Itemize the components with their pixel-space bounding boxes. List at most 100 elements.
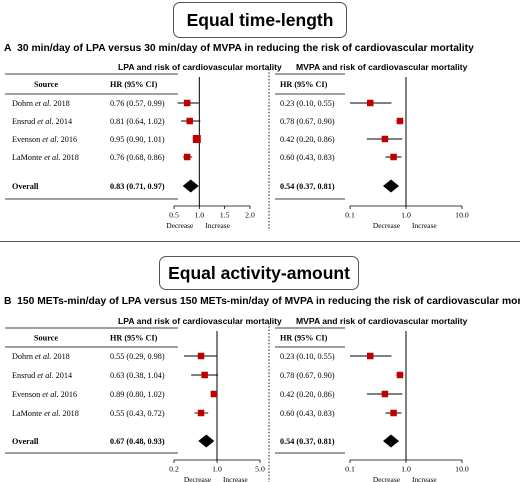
study-name-part: et al. [37,371,53,380]
lpa-hr-marker [197,352,205,360]
mvpa-tick-label: 1.0 [401,211,411,220]
panel-a-title-text: 30 min/day of LPA versus 30 min/day of M… [17,43,474,54]
mvpa-decrease-label: Decrease [373,475,401,482]
panel-b-lpa-title: LPA and risk of cardiovascular mortality [118,316,282,326]
study-name-part: et al. [44,153,60,162]
mvpa-hr-text: 0.78 (0.67, 0.90) [280,371,335,380]
overall-label: Overall [12,182,39,191]
overall-label: Overall [12,437,39,446]
study-name-part: Ensrud [12,117,37,126]
mvpa-hr-text: 0.42 (0.20, 0.86) [280,135,335,144]
lpa-hr-marker [186,117,193,125]
panel-b-label: B [4,296,12,307]
mvpa-overall-diamond [383,179,400,193]
study-name-part: 2014 [54,371,72,380]
lpa-hr-marker [192,135,201,143]
lpa-hr-text: 0.95 (0.90, 1.01) [110,135,165,144]
lpa-tick-label: 2.0 [245,211,255,220]
mvpa-hr-marker [381,135,389,143]
study-name-part: et al. [44,409,60,418]
study-name-part: 2018 [51,99,69,108]
lpa-hr-marker [183,99,191,107]
mvpa-hr-text: 0.60 (0.43, 0.83) [280,409,335,418]
lpa-hr-text: 0.81 (0.64, 1.02) [110,117,165,126]
study-name: Dohrn et al. 2018 [12,99,70,108]
lpa-decrease-label: Decrease [166,221,194,230]
panel-a-forest-plot: Source HR (95% CI) HR (95% CI) Dohrn et al.… [5,69,469,231]
study-name-part: 2018 [60,409,78,418]
lpa-overall-text: 0.67 (0.48, 0.93) [110,437,165,446]
lpa-hr-marker [210,390,218,398]
panel-a-label: A [4,43,12,54]
study-name: Ensrud et al. 2014 [12,117,72,126]
lpa-increase-label: Increase [205,221,230,230]
study-name-part: 2016 [59,390,77,399]
study-name: Evenson et al. 2016 [12,390,77,399]
lpa-tick-label: 1.0 [212,465,222,474]
mvpa-hr-text: 0.23 (0.10, 0.55) [280,352,335,361]
mvpa-hr-marker [396,371,404,379]
section-title-a: Equal time-length [173,2,347,38]
study-name: Evenson et al. 2016 [12,135,77,144]
study-name: LaMonte et al. 2018 [12,153,79,162]
study-name-part: LaMonte [12,409,44,418]
study-name-part: et al. [37,117,53,126]
hr-header: HR (95% CI) [280,80,328,89]
mvpa-tick-label: 10.0 [455,465,469,474]
source-header: Source [34,80,58,89]
study-name-part: 2018 [51,352,69,361]
mvpa-hr-text: 0.60 (0.43, 0.83) [280,153,335,162]
hr-header: HR (95% CI) [110,80,158,89]
study-name-part: 2018 [60,153,78,162]
mvpa-overall-text: 0.54 (0.37, 0.81) [280,437,335,446]
mvpa-hr-text: 0.42 (0.20, 0.86) [280,390,335,399]
study-name-part: Dohrn [12,99,35,108]
mvpa-decrease-label: Decrease [373,221,401,230]
mvpa-hr-marker [396,117,404,125]
mvpa-increase-label: Increase [412,221,437,230]
lpa-overall-diamond [182,179,199,193]
lpa-hr-text: 0.55 (0.43, 0.72) [110,409,165,418]
hr-header: HR (95% CI) [110,334,158,343]
study-name: Dohrn et al. 2018 [12,352,70,361]
lpa-hr-text: 0.76 (0.68, 0.86) [110,153,165,162]
section-divider [0,241,520,242]
panel-b-title: B 150 METs-min/day of LPA versus 150 MET… [4,296,520,307]
mvpa-tick-label: 0.1 [345,465,355,474]
mvpa-hr-text: 0.78 (0.67, 0.90) [280,117,335,126]
lpa-increase-label: Increase [223,475,248,482]
mvpa-hr-marker [390,153,397,161]
study-name-part: et al. [35,99,51,108]
lpa-overall-text: 0.83 (0.71, 0.97) [110,182,165,191]
study-name-part: Evenson [12,135,42,144]
panel-b-title-text: 150 METs-min/day of LPA versus 150 METs-… [17,296,520,307]
lpa-hr-text: 0.63 (0.38, 1.04) [110,371,165,380]
lpa-tick-label: 1.5 [220,211,230,220]
mvpa-hr-marker [381,390,389,398]
hr-header: HR (95% CI) [280,334,328,343]
mvpa-hr-marker [390,409,397,417]
lpa-hr-marker [201,371,208,379]
study-name: LaMonte et al. 2018 [12,409,79,418]
study-name-part: et al. [42,390,58,399]
study-name: Ensrud et al. 2014 [12,371,72,380]
study-name-part: 2016 [59,135,77,144]
mvpa-hr-marker [367,352,374,360]
study-name-part: Dohrn [12,352,35,361]
study-name-part: Ensrud [12,371,37,380]
lpa-hr-text: 0.55 (0.29, 0.98) [110,352,165,361]
mvpa-tick-label: 0.1 [345,211,355,220]
lpa-tick-label: 5.0 [255,465,265,474]
lpa-overall-diamond [198,434,215,448]
lpa-hr-text: 0.76 (0.57, 0.99) [110,99,165,108]
study-name-part: et al. [35,352,51,361]
mvpa-overall-diamond [383,434,400,448]
source-header: Source [34,334,58,343]
panel-a-mvpa-title: MVPA and risk of cardiovascular mortalit… [296,62,468,72]
mvpa-tick-label: 10.0 [455,211,469,220]
study-name-part: Evenson [12,390,42,399]
mvpa-tick-label: 1.0 [401,465,411,474]
study-name-part: LaMonte [12,153,44,162]
mvpa-hr-marker [367,99,374,107]
